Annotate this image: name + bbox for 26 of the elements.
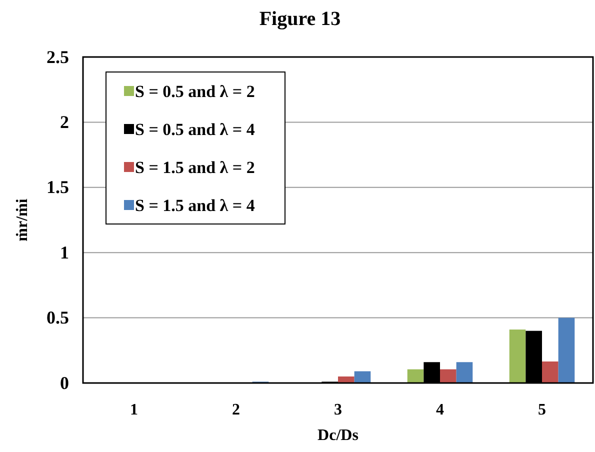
legend-label: S = 0.5 and λ = 2 xyxy=(135,82,255,101)
y-tick-label: 0.5 xyxy=(46,308,69,328)
bar xyxy=(440,369,456,383)
legend-label: S = 0.5 and λ = 4 xyxy=(135,120,256,139)
bar xyxy=(338,376,354,383)
bar xyxy=(558,318,575,383)
x-tick-label: 5 xyxy=(538,401,546,418)
x-tick-label: 2 xyxy=(232,401,240,418)
y-tick-label: 1 xyxy=(60,242,69,262)
bar xyxy=(509,330,526,383)
y-tick-label: 2.5 xyxy=(46,46,69,67)
y-tick-label: 1.5 xyxy=(46,177,69,198)
legend-label: S = 1.5 and λ = 4 xyxy=(135,196,256,215)
bar xyxy=(542,361,558,383)
y-axis-title: ṁr/ṁi xyxy=(14,198,31,242)
legend-label: S = 1.5 and λ = 2 xyxy=(135,158,255,177)
bar xyxy=(456,362,473,383)
x-tick-label: 3 xyxy=(334,401,342,418)
x-axis-title: Dc/Ds xyxy=(318,427,358,444)
bar xyxy=(407,369,424,383)
x-tick-label: 4 xyxy=(436,401,444,418)
x-tick-label: 1 xyxy=(130,401,138,418)
bar xyxy=(354,371,371,383)
chart-title: Figure 13 xyxy=(259,8,341,30)
y-tick-label: 2 xyxy=(60,112,69,132)
y-tick-label: 0 xyxy=(60,372,69,393)
